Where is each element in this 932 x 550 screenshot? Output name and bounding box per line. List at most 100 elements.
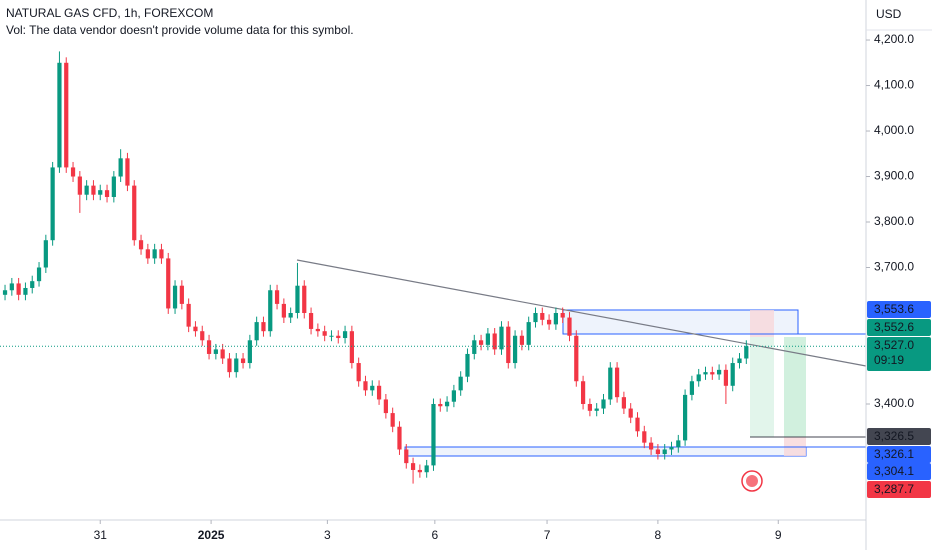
candle-body (716, 369, 722, 375)
candle-body (50, 167, 55, 241)
price-label: 3,326.5 (874, 429, 914, 443)
candle-body (587, 403, 593, 411)
y-tick-label: 3,900.0 (874, 169, 914, 183)
candle-body (744, 346, 749, 359)
currency: USD (876, 7, 902, 21)
candle-body (336, 335, 341, 339)
candle-body (23, 287, 28, 295)
candle-body (574, 335, 579, 382)
logo-dot (746, 475, 758, 487)
candle-body (560, 313, 565, 318)
candle-body (506, 326, 511, 364)
price-label-box (867, 481, 931, 498)
candle-body (57, 62, 62, 168)
candle-body (485, 333, 490, 345)
stop-zone (750, 310, 774, 337)
candle-body (16, 283, 21, 295)
candle-body (125, 158, 130, 186)
candle-body (424, 465, 429, 473)
price-label-box (867, 463, 931, 480)
candle-body (730, 363, 735, 386)
candle-body (648, 442, 654, 450)
candle-body (2, 290, 8, 295)
price-label-box (867, 319, 931, 336)
candle-body (322, 331, 327, 336)
candle-body (240, 358, 246, 364)
x-tick-label: 6 (431, 528, 438, 542)
candle-body (669, 447, 674, 450)
candle-body (533, 313, 538, 323)
candle-body (315, 328, 320, 332)
candle-body (642, 431, 647, 443)
chart-subtitle: Vol: The data vendor doesn't provide vol… (6, 23, 354, 37)
candle-body (703, 372, 708, 375)
candle-body (104, 190, 110, 197)
price-label: 3,287.7 (874, 482, 914, 496)
candle-body (635, 417, 640, 432)
candle-body (390, 413, 395, 427)
candle-body (84, 185, 89, 195)
candle-body (526, 322, 531, 345)
candle-body (404, 449, 409, 464)
candle-body (499, 326, 504, 350)
candle-body (608, 367, 613, 400)
candle-body (261, 322, 266, 332)
candle-body (30, 281, 35, 288)
target-zone (784, 337, 806, 437)
candle-body (268, 290, 273, 332)
candle-body (614, 367, 620, 398)
candle-body (220, 349, 225, 359)
price-label-box (867, 301, 931, 318)
candle-body (444, 401, 450, 407)
price-label: 3,326.1 (874, 447, 914, 461)
candle-body (342, 331, 348, 339)
candle-body (349, 331, 354, 364)
candle-body (288, 313, 293, 318)
candle-body (302, 285, 307, 314)
candle-body (662, 449, 667, 455)
x-tick-label: 3 (324, 528, 331, 542)
candle-body (492, 333, 497, 350)
candle-body (308, 313, 314, 329)
candle-body (417, 469, 422, 473)
price-label: 3,552.6 (874, 320, 914, 334)
x-tick-label: 2025 (198, 528, 225, 542)
price-label-box (867, 428, 931, 445)
trend-line (296, 259, 867, 367)
candle-body (431, 403, 436, 466)
chart-title: NATURAL GAS CFD, 1h, FOREXCOM (6, 6, 213, 20)
candle-body (580, 381, 586, 404)
candle-body (540, 313, 545, 320)
candle-body (9, 283, 14, 291)
candle-body (159, 249, 164, 259)
candle-body (465, 353, 470, 377)
candle-body (621, 397, 627, 409)
price-label: 3,304.1 (874, 464, 914, 478)
x-tick-label: 31 (94, 528, 108, 542)
candle-body (213, 349, 218, 354)
candle-body (682, 394, 688, 441)
candle-body (370, 385, 375, 391)
candle-body (553, 313, 558, 325)
y-tick-label: 3,700.0 (874, 260, 914, 274)
candle-body (567, 317, 572, 336)
candle-body (234, 358, 239, 373)
price-label-box (867, 337, 931, 371)
candle-body (138, 240, 144, 250)
candle-body (472, 340, 477, 354)
candle-body (64, 62, 69, 168)
candle-body (329, 335, 334, 337)
candle-body (36, 267, 42, 282)
candle-body (737, 358, 742, 364)
x-tick-label: 9 (775, 528, 782, 542)
candle-body (247, 340, 252, 364)
candle-body (111, 176, 116, 197)
candle-body (458, 376, 463, 391)
zone-box (404, 446, 807, 457)
x-tick-label: 7 (544, 528, 551, 542)
candle-body (281, 303, 286, 318)
candle-body (152, 249, 157, 259)
